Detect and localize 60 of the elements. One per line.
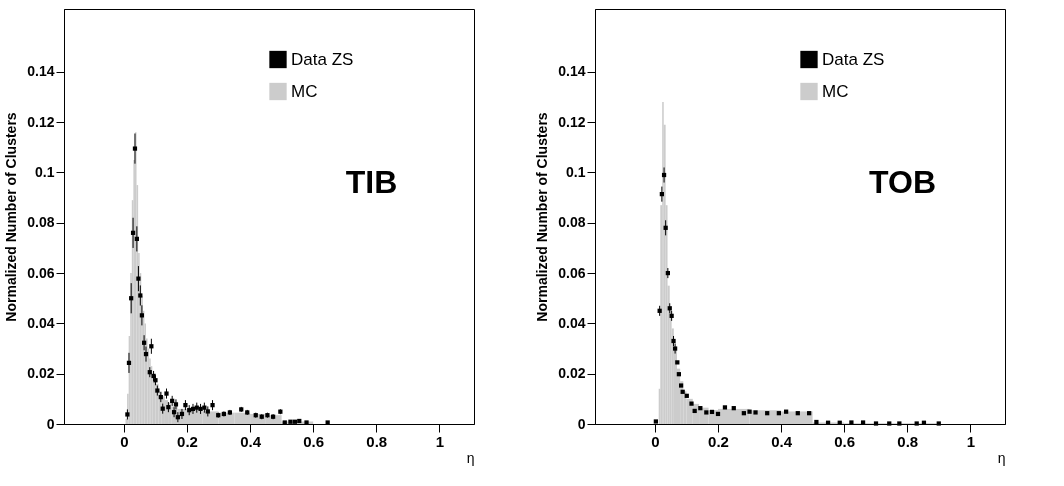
y-axis-title: Normalized Number of Clusters: [3, 112, 20, 322]
y-tick-label: 0.04: [558, 314, 586, 331]
y-tick-label: 0.1: [566, 163, 586, 180]
point: [653, 419, 658, 424]
y-tick-label: 0.08: [27, 214, 55, 231]
legend-label: MC: [822, 81, 849, 101]
y-tick-label: 0.14: [27, 63, 55, 80]
point: [873, 421, 879, 426]
point: [849, 420, 854, 425]
y-axis-title: Normalized Number of Clusters: [534, 112, 551, 322]
point: [288, 419, 293, 424]
x-tick-label: 0.6: [303, 432, 325, 450]
x-tick-label: 0: [120, 432, 129, 450]
x-tick-label: 0.2: [708, 432, 729, 450]
point: [282, 420, 287, 425]
y-tick-label: 0.1: [35, 163, 55, 180]
legend-label: MC: [291, 81, 318, 101]
y-tick-label: 0: [46, 415, 55, 432]
y-tick-label: 0.12: [27, 113, 55, 130]
point: [304, 420, 309, 425]
y-tick-label: 0.04: [27, 314, 55, 331]
point: [936, 421, 941, 426]
x-tick-label: 1: [435, 432, 444, 450]
point: [678, 383, 684, 388]
point: [675, 360, 680, 365]
point: [897, 421, 902, 426]
legend-label: Data ZS: [822, 49, 885, 69]
y-tick-label: 0.14: [558, 63, 586, 80]
x-tick-label: 0.8: [897, 432, 919, 450]
point: [753, 410, 758, 415]
x-tick-label: 0.2: [177, 432, 198, 450]
y-tick-label: 0.02: [558, 365, 586, 382]
annotation: TOB: [869, 164, 936, 201]
legend-label: Data ZS: [291, 49, 354, 69]
point: [887, 421, 892, 426]
point: [722, 405, 728, 410]
x-tick-label: 1: [966, 432, 975, 450]
y-tick-label: 0.06: [27, 264, 55, 281]
x-tick-label: 0.4: [771, 432, 793, 450]
x-tick-label: 0: [651, 432, 660, 450]
point: [689, 401, 694, 406]
x-tick-label: 0.8: [366, 432, 388, 450]
x-axis-title: η: [997, 449, 1006, 466]
point: [125, 412, 130, 417]
point: [164, 391, 169, 396]
y-tick-label: 0: [577, 415, 586, 432]
y-tick-label: 0.08: [558, 214, 586, 231]
y-tick-label: 0.12: [558, 113, 586, 130]
x-axis-title: η: [466, 449, 475, 466]
x-tick-label: 0.6: [834, 432, 856, 450]
x-tick-label: 0.4: [240, 432, 262, 450]
y-tick-label: 0.02: [27, 365, 55, 382]
annotation: TIB: [345, 164, 398, 201]
point: [325, 420, 330, 425]
point: [860, 420, 866, 425]
point: [704, 410, 709, 415]
point: [914, 421, 919, 426]
point: [747, 409, 752, 414]
point: [814, 419, 819, 425]
y-tick-label: 0.06: [558, 264, 586, 281]
